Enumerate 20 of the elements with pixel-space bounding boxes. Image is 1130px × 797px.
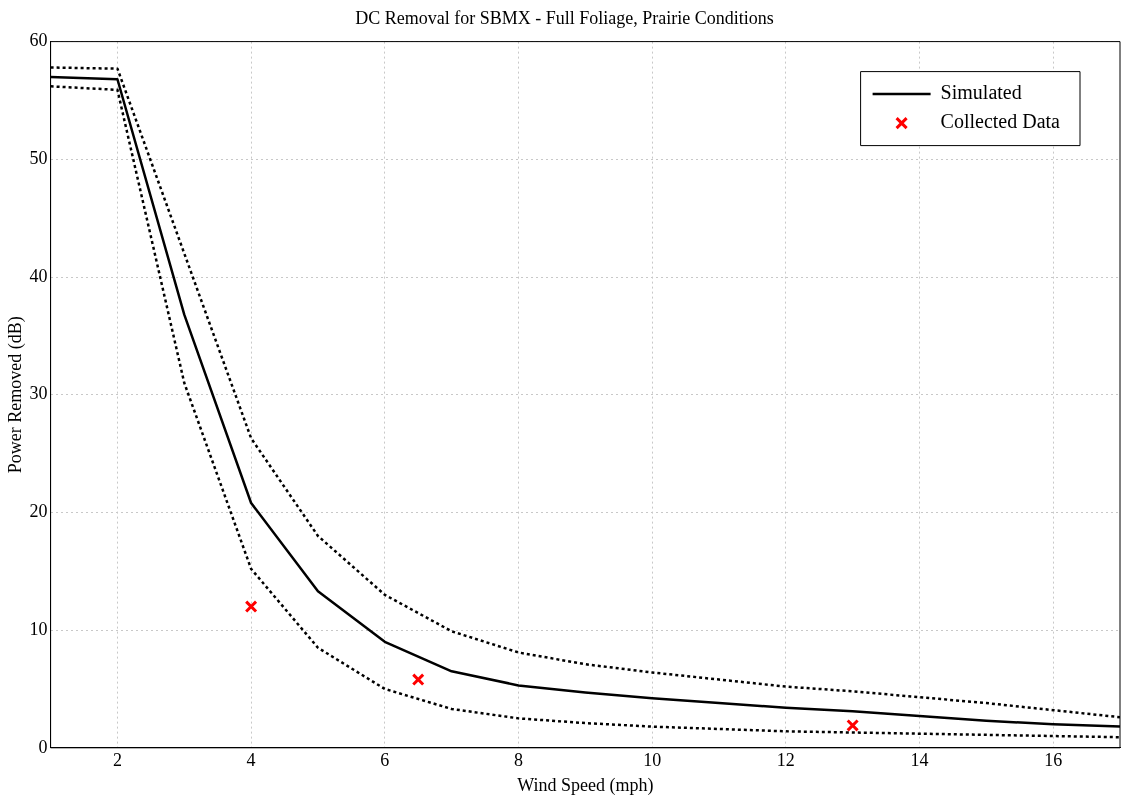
y-tick-label: 40: [29, 265, 48, 286]
legend-label: Collected Data: [940, 110, 1061, 133]
x-tick-label: 4: [246, 750, 256, 771]
y-tick-label: 20: [29, 501, 48, 522]
x-tick-label: 8: [513, 750, 523, 771]
y-tick-label: 50: [29, 148, 48, 169]
x-tick-label: 12: [776, 750, 795, 771]
y-axis-title: Power Removed (dB): [4, 316, 26, 474]
legend-label: Simulated: [940, 81, 1022, 104]
x-axis-title: Wind Speed (mph): [517, 774, 654, 796]
y-tick-label: 10: [29, 618, 48, 639]
x-tick-label: 14: [910, 750, 929, 771]
x-tick-label: 2: [112, 750, 122, 771]
chart-title: DC Removal for SBMX - Full Foliage, Prairie Conditions: [355, 7, 774, 28]
x-tick-label: 10: [643, 750, 662, 771]
x-tick-label: 6: [380, 750, 390, 771]
y-tick-label: 0: [38, 736, 48, 757]
x-tick-label: 16: [1044, 750, 1063, 771]
y-tick-label: 60: [29, 30, 48, 51]
y-tick-label: 30: [29, 383, 48, 404]
